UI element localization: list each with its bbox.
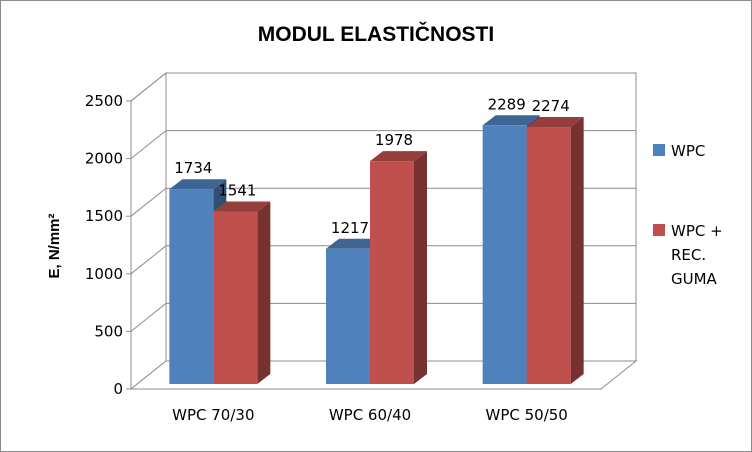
y-axis-label: E, N/mm² [46,213,63,278]
y-tick-label: 0 [113,380,123,398]
bar [370,161,414,384]
bar-top [526,117,584,128]
bar-top [482,115,540,126]
bar-top [213,201,271,212]
data-label: 1217 [331,219,369,237]
legend-swatch [653,144,665,156]
gridline [130,302,636,332]
gridline [130,245,636,275]
gridline [130,72,636,102]
x-tick-label: WPC 50/50 [485,406,567,424]
gridline [130,130,636,159]
bar-top [326,238,383,249]
y-tick-label: 2000 [85,150,123,168]
bar-side [570,117,584,384]
plot-area: 0 500 1000 1500 2000 2500 WPC 70/30 WPC 60/40 WP… [85,71,723,424]
bar [526,127,571,384]
chart-title: MODUL ELASTIČNOSTI [258,22,494,46]
data-label: 1541 [218,181,256,199]
gridline [130,187,636,217]
data-label: 1978 [375,131,413,149]
x-tick-label: WPC 60/40 [329,406,411,424]
legend-label: REC. [671,246,706,264]
data-label: 1734 [174,159,212,177]
bar [326,248,370,384]
bar [213,211,258,384]
side-wall [130,71,167,391]
legend-label: GUMA [671,270,718,288]
y-tick-label: 500 [94,322,123,340]
y-tick-label: 1500 [85,207,123,225]
bar [169,189,214,384]
bar [482,125,527,385]
bar-top [169,179,227,190]
y-tick-label: 2500 [85,92,123,110]
legend-label: WPC [671,142,705,160]
bar-side [257,201,271,384]
legend-swatch [653,224,665,236]
bar-side [414,151,427,384]
x-tick-label: WPC 70/30 [172,406,254,424]
bar-top [370,151,427,162]
y-tick-label: 1000 [85,265,123,283]
legend-label: WPC + [671,222,723,240]
data-label: 2289 [488,95,526,113]
data-label: 2274 [532,97,570,115]
